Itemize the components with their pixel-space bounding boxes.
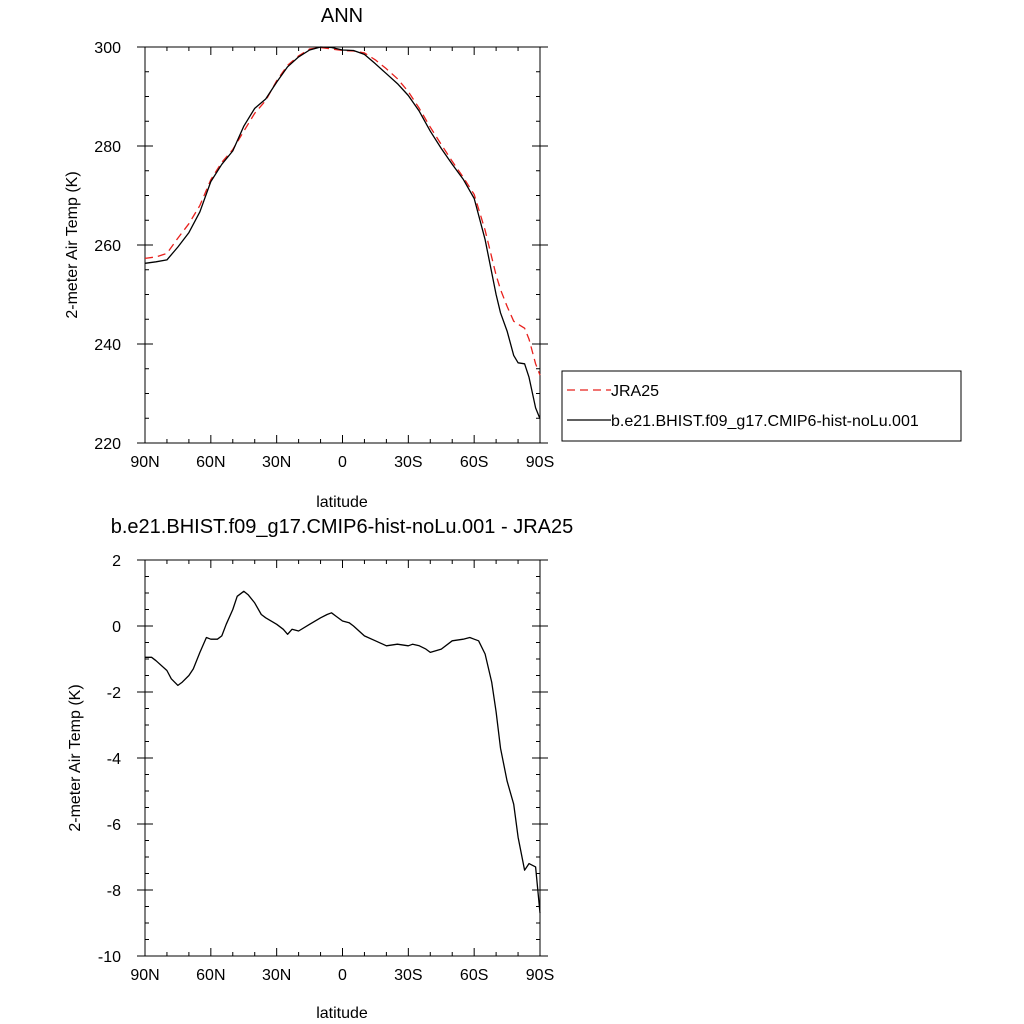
- bottom-panel: b.e21.BHIST.f09_g17.CMIP6-hist-noLu.001 …: [67, 516, 573, 1022]
- y-tick-label: -6: [107, 817, 121, 834]
- y-tick-label: 240: [94, 337, 121, 354]
- y-tick-label: -4: [107, 751, 121, 768]
- y-tick-label: 0: [112, 619, 121, 636]
- x-tick-label: 60N: [196, 454, 225, 471]
- legend-label-jra25: JRA25: [611, 383, 659, 400]
- y-tick-label: -10: [98, 949, 121, 966]
- x-tick-label: 0: [338, 967, 347, 984]
- y-axis-label: 2-meter Air Temp (K): [67, 684, 84, 831]
- series-line-0-1: [144, 46, 541, 419]
- x-tick-label: 60S: [460, 967, 488, 984]
- legend-label-model: b.e21.BHIST.f09_g17.CMIP6-hist-noLu.001: [611, 413, 919, 430]
- y-tick-label: 220: [94, 436, 121, 453]
- x-axis-label: latitude: [316, 494, 368, 511]
- x-tick-label: 90N: [130, 967, 159, 984]
- y-tick-label: 280: [94, 139, 121, 156]
- y-tick-label: -2: [107, 685, 121, 702]
- y-tick-label: 260: [94, 238, 121, 255]
- x-tick-label: 60N: [196, 967, 225, 984]
- y-tick-label: 2: [112, 553, 121, 570]
- series-line-0-0: [144, 46, 541, 376]
- y-axis-label: 2-meter Air Temp (K): [64, 171, 81, 318]
- x-tick-label: 0: [338, 454, 347, 471]
- x-tick-label: 90S: [526, 454, 554, 471]
- y-tick-label: -8: [107, 883, 121, 900]
- x-tick-label: 90N: [130, 454, 159, 471]
- legend-box: [561, 370, 962, 442]
- x-tick-label: 30N: [262, 454, 291, 471]
- x-tick-label: 60S: [460, 454, 488, 471]
- series-line-1-0: [145, 590, 541, 914]
- x-tick-label: 90S: [526, 967, 554, 984]
- y-tick-label: 300: [94, 40, 121, 57]
- chart-title: ANN: [321, 5, 363, 27]
- x-axis-label: latitude: [316, 1005, 368, 1022]
- x-tick-label: 30S: [394, 967, 422, 984]
- x-tick-label: 30S: [394, 454, 422, 471]
- difference-chart-title: b.e21.BHIST.f09_g17.CMIP6-hist-noLu.001 …: [111, 516, 573, 538]
- legend: JRA25 b.e21.BHIST.f09_g17.CMIP6-hist-noL…: [561, 370, 962, 442]
- top-panel: ANN latitude 2-meter Air Temp (K) 90N 60N…: [64, 5, 554, 511]
- x-tick-label: 30N: [262, 967, 291, 984]
